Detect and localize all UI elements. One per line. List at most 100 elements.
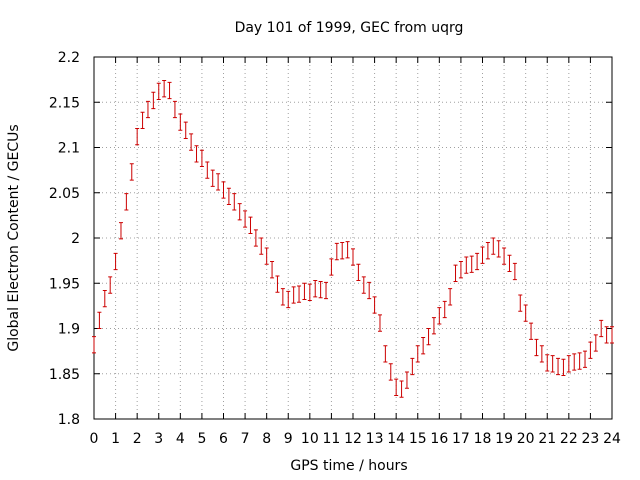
x-tick-label: 15 [409, 431, 427, 447]
data-point [426, 328, 431, 346]
data-point [216, 173, 221, 191]
data-point [539, 345, 544, 363]
x-tick-label: 6 [219, 431, 228, 447]
data-point [377, 314, 382, 332]
data-point [264, 247, 269, 265]
data-point [135, 127, 140, 146]
data-point [178, 113, 183, 131]
data-point [226, 187, 231, 206]
data-point [340, 242, 345, 260]
data-point [297, 285, 302, 303]
y-tick-labels: 1.8 1.85 1.9 1.95 2 2.05 2.1 2.15 2.2 [49, 50, 80, 428]
data-point [583, 350, 588, 368]
x-tick-labels: 0 1 2 3 4 5 6 7 8 9 10 11 12 13 14 15 16 17 18 19 20 21 22 23 24 [90, 431, 621, 447]
data-point [210, 169, 215, 187]
data-point [356, 263, 361, 282]
data-point [318, 280, 323, 299]
x-tick-label: 10 [301, 431, 319, 447]
x-tick-label: 22 [560, 431, 578, 447]
data-point [291, 286, 296, 304]
data-point [145, 100, 150, 119]
y-tick-label: 2 [71, 231, 80, 247]
data-point [102, 289, 107, 308]
x-tick-label: 20 [517, 431, 535, 447]
data-point [534, 338, 539, 357]
data-point [604, 326, 609, 344]
x-tick-label: 5 [197, 431, 206, 447]
data-point [183, 121, 188, 139]
data-point [610, 326, 614, 344]
data-point [588, 341, 593, 359]
data-point [502, 247, 507, 265]
data-point [464, 256, 469, 274]
data-point [421, 337, 426, 355]
data-point [448, 288, 453, 306]
x-tick-label: 19 [495, 431, 513, 447]
data-point [324, 281, 329, 300]
y-tick-label: 1.9 [58, 322, 80, 338]
data-point [496, 240, 501, 258]
y-tick-label: 1.95 [49, 276, 80, 292]
x-tick-label: 1 [111, 431, 120, 447]
data-point [259, 237, 264, 255]
data-point [270, 261, 275, 279]
axis-ticks [93, 56, 613, 420]
x-tick-label: 18 [474, 431, 492, 447]
data-point [512, 262, 517, 281]
y-tick-label: 1.8 [58, 412, 80, 428]
data-point [140, 111, 145, 129]
data-point [577, 352, 582, 370]
data-point [404, 371, 409, 389]
data-point [275, 275, 280, 293]
data-point [593, 334, 598, 352]
data-point [162, 80, 167, 98]
data-point [189, 133, 194, 151]
data-point [361, 276, 366, 294]
data-point [237, 203, 242, 221]
data-point [118, 222, 123, 240]
x-tick-label: 16 [430, 431, 448, 447]
y-axis-label: Global Electron Content / GECUs [6, 124, 22, 351]
x-tick-label: 7 [241, 431, 250, 447]
data-point [329, 258, 334, 276]
chart-title: Day 101 of 1999, GEC from uqrg [235, 20, 464, 36]
y-tick-label: 1.85 [49, 367, 80, 383]
grid-lines [94, 57, 612, 419]
data-point [372, 296, 377, 314]
data-point [475, 252, 480, 271]
data-point [253, 229, 258, 247]
plot-frame [93, 56, 613, 420]
data-point [572, 353, 577, 371]
data-point [113, 252, 118, 271]
x-tick-label: 11 [323, 431, 341, 447]
data-point [545, 354, 550, 372]
data-point [194, 145, 199, 163]
data-point [286, 290, 291, 309]
y-tick-label: 2.15 [49, 95, 80, 111]
data-point [566, 355, 571, 373]
data-point [167, 81, 172, 100]
data-point [523, 304, 528, 322]
data-point [410, 357, 415, 376]
data-point [307, 283, 312, 301]
data-point [399, 380, 404, 398]
data-point [108, 276, 113, 294]
x-tick-label: 2 [133, 431, 142, 447]
x-tick-label: 23 [582, 431, 600, 447]
x-tick-label: 8 [262, 431, 271, 447]
data-point [599, 319, 604, 338]
data-point [97, 311, 102, 329]
y-tick-label: 2.1 [58, 141, 80, 157]
y-tick-label: 2.2 [58, 50, 80, 66]
data-point [561, 358, 566, 377]
x-tick-label: 17 [452, 431, 470, 447]
data-point [556, 357, 561, 376]
data-point [469, 255, 474, 273]
data-point [172, 100, 177, 119]
data-point [129, 163, 134, 181]
x-tick-label: 0 [90, 431, 99, 447]
data-point [480, 246, 485, 264]
data-point [351, 248, 355, 266]
data-point [442, 300, 447, 319]
